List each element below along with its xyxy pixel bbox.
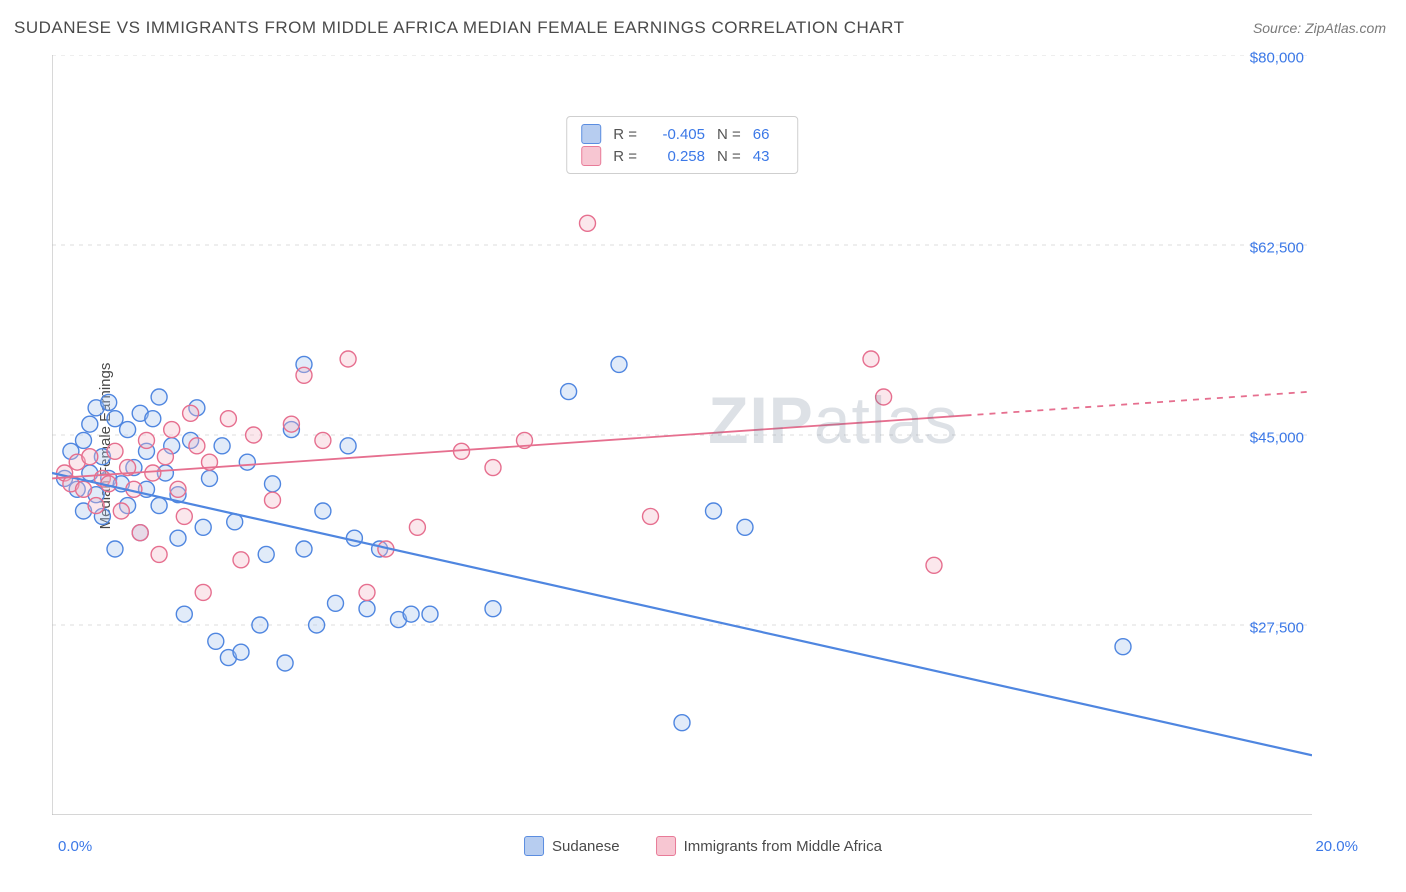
y-tick-label: $27,500 xyxy=(1250,620,1304,637)
swatch-middle-africa-icon xyxy=(581,146,601,166)
legend-item-middle-africa: Immigrants from Middle Africa xyxy=(656,836,882,856)
correlation-legend: R = -0.405 N = 66 R = 0.258 N = 43 xyxy=(566,116,798,174)
legend-item-sudanese: Sudanese xyxy=(524,836,620,856)
r-value-sudanese: -0.405 xyxy=(649,126,705,143)
series-legend: Sudanese Immigrants from Middle Africa xyxy=(524,836,882,856)
y-tick-label: $80,000 xyxy=(1250,50,1304,67)
correlation-row-middle-africa: R = 0.258 N = 43 xyxy=(581,145,783,167)
chart-title: SUDANESE VS IMMIGRANTS FROM MIDDLE AFRIC… xyxy=(14,18,905,38)
legend-label-middle-africa: Immigrants from Middle Africa xyxy=(684,838,882,855)
swatch-middle-africa-icon xyxy=(656,836,676,856)
y-tick-label: $45,000 xyxy=(1250,430,1304,447)
n-label: N = xyxy=(717,126,741,143)
source-name: ZipAtlas.com xyxy=(1305,20,1386,36)
n-label: N = xyxy=(717,148,741,165)
plot-area: $27,500$45,000$62,500$80,000 R = -0.405 … xyxy=(52,55,1312,815)
swatch-sudanese-icon xyxy=(524,836,544,856)
x-axis-min-label: 0.0% xyxy=(58,838,92,855)
x-axis-max-label: 20.0% xyxy=(1315,838,1358,855)
r-value-middle-africa: 0.258 xyxy=(649,148,705,165)
source-attribution: Source: ZipAtlas.com xyxy=(1253,20,1386,36)
y-tick-label: $62,500 xyxy=(1250,240,1304,257)
correlation-row-sudanese: R = -0.405 N = 66 xyxy=(581,123,783,145)
n-value-sudanese: 66 xyxy=(753,126,783,143)
n-value-middle-africa: 43 xyxy=(753,148,783,165)
swatch-sudanese-icon xyxy=(581,124,601,144)
r-label: R = xyxy=(613,126,637,143)
legend-label-sudanese: Sudanese xyxy=(552,838,620,855)
source-prefix: Source: xyxy=(1253,20,1305,36)
r-label: R = xyxy=(613,148,637,165)
